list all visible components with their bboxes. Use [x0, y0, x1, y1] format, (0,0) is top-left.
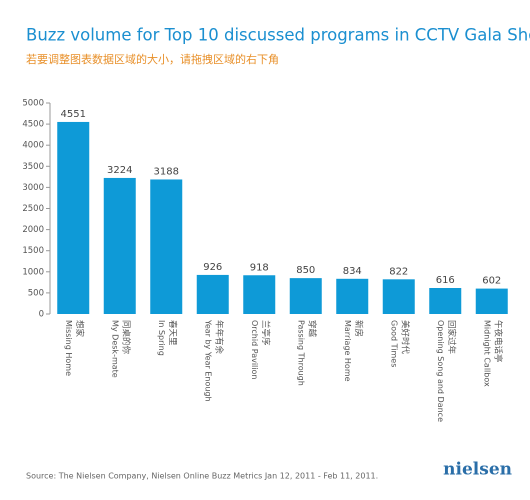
value-label: 926 [203, 262, 222, 273]
x-tick-label: Good Times [389, 320, 398, 367]
bar [243, 275, 276, 314]
y-tick-label: 5000 [22, 99, 44, 109]
y-tick-label: 1500 [22, 246, 44, 256]
value-label: 3224 [107, 165, 132, 176]
chart-title: Buzz volume for Top 10 discussed program… [26, 26, 530, 45]
x-tick-label: Passing Through [296, 320, 305, 386]
x-tick-label-zh: 年年有余 [213, 320, 224, 355]
x-tick-label-zh: 新房 [353, 320, 364, 337]
bar [103, 177, 136, 314]
x-tick-label: Missing Home [64, 320, 73, 376]
x-tick-label-zh: 同桌的你 [120, 320, 131, 355]
y-tick-label: 3000 [22, 183, 44, 193]
bar [382, 279, 415, 314]
y-tick-label: 2500 [22, 204, 44, 214]
x-tick-label: Orchid Pavilion [250, 320, 259, 379]
value-label: 850 [296, 265, 315, 276]
y-tick-label: 1000 [22, 267, 44, 277]
source-note: Source: The Nielsen Company, Nielsen Onl… [26, 472, 378, 481]
x-tick-label: Year by Year Enough [203, 319, 212, 402]
x-tick-label-zh: 午夜电话亭 [492, 320, 503, 363]
value-label: 3188 [154, 166, 179, 177]
x-tick-label-zh: 回家过年 [446, 320, 457, 355]
bar [289, 278, 322, 314]
y-tick-label: 3500 [22, 162, 44, 172]
bar [429, 288, 462, 314]
chart-subtitle: 若要调整图表数据区域的大小，请拖拽区域的右下角 [26, 52, 279, 66]
x-tick-label-zh: 美好时代 [399, 320, 410, 355]
x-tick-label: Opening Song and Dance [436, 320, 445, 422]
bar [150, 179, 183, 314]
bar [336, 278, 369, 314]
x-tick-label: Midnight Callbox [482, 320, 491, 387]
x-tick-label-zh: 穿越 [306, 320, 317, 338]
y-tick-label: 2000 [22, 225, 44, 235]
x-tick-label-zh: 春天里 [167, 320, 178, 346]
x-tick-label: Marriage Home [343, 320, 352, 382]
bar [196, 274, 229, 314]
value-label: 616 [436, 275, 455, 286]
x-tick-label: My Desk-mate [110, 320, 119, 378]
y-tick-label: 0 [39, 310, 44, 320]
y-tick-label: 4500 [22, 120, 44, 130]
x-tick-label-zh: 想家 [74, 320, 85, 338]
x-tick-label-zh: 兰亭序 [260, 320, 271, 346]
bar [475, 288, 508, 314]
x-tick-label: In Spring [157, 320, 166, 356]
value-label: 4551 [61, 109, 86, 120]
value-label: 822 [389, 266, 408, 277]
value-label: 918 [250, 262, 269, 273]
bar [57, 121, 90, 314]
value-label: 602 [482, 276, 501, 287]
value-label: 834 [343, 266, 362, 277]
logo: nielsen [443, 460, 512, 480]
y-tick-label: 500 [28, 288, 44, 298]
y-tick-label: 4000 [22, 141, 44, 151]
